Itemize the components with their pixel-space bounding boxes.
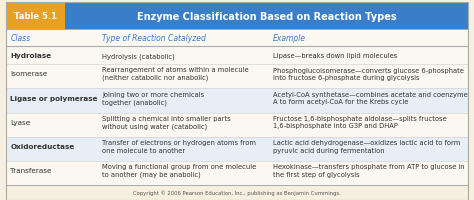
Text: Splitting a chemical into smaller parts
without using water (catabolic): Splitting a chemical into smaller parts …: [102, 115, 230, 129]
Text: Class: Class: [10, 34, 30, 43]
Text: Rearrangement of atoms within a molecule
(neither catabolic nor anabolic): Rearrangement of atoms within a molecule…: [102, 67, 248, 81]
Text: Lyase: Lyase: [10, 119, 31, 125]
Text: Acetyl-CoA synthetase—combines acetate and coenzyme
A to form acetyl-CoA for the: Acetyl-CoA synthetase—combines acetate a…: [273, 91, 467, 105]
Bar: [6, 30, 468, 185]
Text: Transfer of electrons or hydrogen atoms from
one molecule to another: Transfer of electrons or hydrogen atoms …: [102, 139, 256, 153]
Text: Phosphoglucoisomerase—converts glucose 6-phosphate
into fructose 6-phosphate dur: Phosphoglucoisomerase—converts glucose 6…: [273, 67, 464, 81]
Text: Hexokinase—transfers phosphate from ATP to glucose in
the first step of glycolys: Hexokinase—transfers phosphate from ATP …: [273, 163, 464, 177]
Text: Hydrolysis (catabolic): Hydrolysis (catabolic): [102, 53, 174, 59]
Text: Moving a functional group from one molecule
to another (may be anabolic): Moving a functional group from one molec…: [102, 163, 256, 177]
Text: Enzyme Classification Based on Reaction Types: Enzyme Classification Based on Reaction …: [137, 12, 396, 21]
Text: Lipase—breaks down lipid molecules: Lipase—breaks down lipid molecules: [273, 53, 397, 59]
Bar: [6, 30, 468, 47]
Text: Fructose 1,6-bisphosphate aldolase—splits fructose
1,6-bisphosphate into G3P and: Fructose 1,6-bisphosphate aldolase—split…: [273, 115, 446, 129]
Bar: [6, 137, 468, 161]
Text: Hydrolase: Hydrolase: [10, 53, 52, 59]
Text: Joining two or more chemicals
together (anabolic): Joining two or more chemicals together (…: [102, 91, 204, 105]
Bar: [6, 3, 65, 30]
Text: Oxidoreductase: Oxidoreductase: [10, 143, 75, 149]
Text: Lactic acid dehydrogenase—oxidizes lactic acid to form
pyruvic acid during ferme: Lactic acid dehydrogenase—oxidizes lacti…: [273, 139, 460, 153]
Text: Transferase: Transferase: [10, 167, 52, 173]
Bar: [6, 3, 468, 30]
Text: Copyright © 2006 Pearson Education, Inc., publishing as Benjamin Cummings.: Copyright © 2006 Pearson Education, Inc.…: [133, 190, 341, 195]
Text: Table 5.1: Table 5.1: [14, 12, 57, 21]
Bar: [6, 89, 468, 113]
Text: Example: Example: [273, 34, 306, 43]
Text: Ligase or polymerase: Ligase or polymerase: [10, 95, 98, 101]
Text: Type of Reaction Catalyzed: Type of Reaction Catalyzed: [102, 34, 206, 43]
Text: Isomerase: Isomerase: [10, 71, 48, 77]
